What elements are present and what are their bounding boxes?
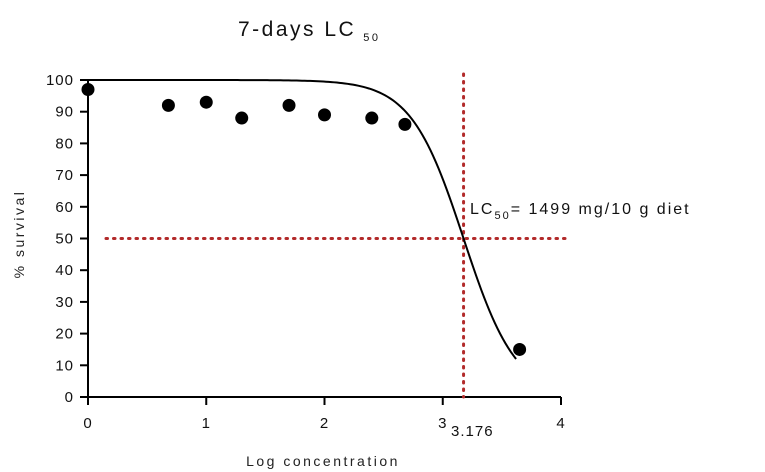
data-point	[513, 342, 527, 356]
data-point	[235, 111, 249, 125]
lc50-annotation-subscript: 50	[494, 210, 510, 222]
y-tick-label: 50	[55, 231, 74, 248]
lc50-annotation: LC50= 1499 mg/10 g diet	[470, 201, 691, 222]
x-axis-label: Log concentration	[246, 453, 400, 469]
y-axis-label: % survival	[11, 190, 27, 279]
y-tick-label: 30	[55, 294, 74, 311]
x-tick-label: 4	[556, 415, 565, 432]
data-point	[318, 108, 331, 122]
chart-title: 7-days LC 50	[238, 18, 380, 44]
x-axis-ticks: 0 1 2 3 4	[83, 397, 565, 432]
data-point	[365, 111, 379, 125]
fit-curve	[88, 79, 517, 360]
x-tick-label: 0	[83, 415, 92, 432]
y-tick-label: 60	[55, 199, 74, 216]
data-point	[398, 117, 412, 131]
y-tick-label: 100	[46, 72, 74, 89]
data-point	[199, 95, 213, 109]
chart-title-subscript: 50	[363, 32, 380, 44]
x-tick-label: 1	[202, 415, 211, 432]
lc50-x-marker-label: 3.176	[451, 423, 494, 440]
y-tick-label: 70	[55, 167, 74, 184]
chart-title-main: 7-days LC	[238, 18, 356, 41]
y-tick-label: 40	[55, 262, 74, 279]
y-tick-label: 90	[55, 104, 74, 121]
y-tick-label: 80	[55, 135, 74, 152]
lc50-annotation-prefix: LC	[470, 201, 494, 218]
lc50-annotation-value: = 1499 mg/10 g diet	[511, 201, 691, 218]
data-point	[81, 83, 95, 97]
data-points	[81, 83, 527, 356]
y-tick-label: 10	[55, 357, 74, 374]
data-point	[161, 98, 175, 112]
x-tick-label: 2	[320, 415, 329, 432]
data-point	[282, 98, 296, 112]
y-tick-label: 0	[65, 389, 74, 406]
y-tick-label: 20	[55, 326, 74, 343]
y-axis-ticks: 0 10 20 30 40 50 60 70 80 90 100	[46, 72, 88, 406]
x-tick-label: 3	[438, 415, 447, 432]
